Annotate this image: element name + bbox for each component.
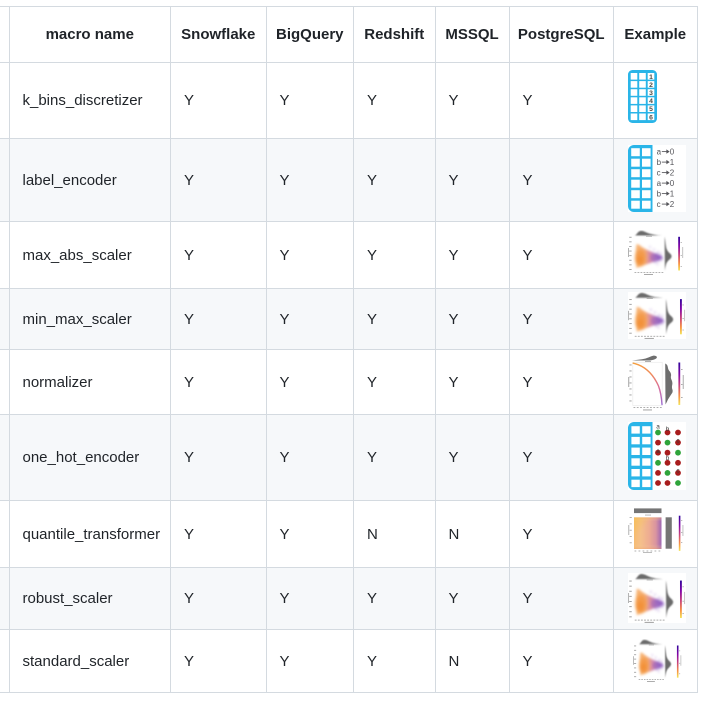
svg-text:2: 2 [649, 82, 653, 89]
svg-text:a: a [657, 178, 662, 187]
svg-text:0: 0 [670, 147, 675, 156]
svg-text:0: 0 [670, 178, 675, 187]
svg-text:1: 1 [649, 74, 653, 81]
svg-text:a: a [656, 448, 660, 455]
svg-text:c: c [676, 467, 680, 474]
svg-text:b: b [666, 455, 670, 462]
svg-text:2: 2 [670, 168, 675, 177]
svg-text:a: a [656, 423, 660, 430]
svg-text:4: 4 [649, 98, 653, 105]
svg-text:b: b [657, 189, 662, 198]
svg-text:6: 6 [649, 114, 653, 121]
svg-text:1: 1 [670, 157, 675, 166]
svg-text:1: 1 [670, 189, 675, 198]
svg-text:b: b [666, 425, 670, 432]
svg-text:a: a [657, 147, 662, 156]
svg-text:2: 2 [670, 199, 675, 208]
svg-text:c: c [676, 437, 680, 444]
svg-text:b: b [657, 157, 662, 166]
svg-text:5: 5 [649, 106, 653, 113]
svg-text:c: c [657, 199, 661, 208]
svg-text:c: c [657, 168, 661, 177]
svg-text:3: 3 [649, 90, 653, 97]
